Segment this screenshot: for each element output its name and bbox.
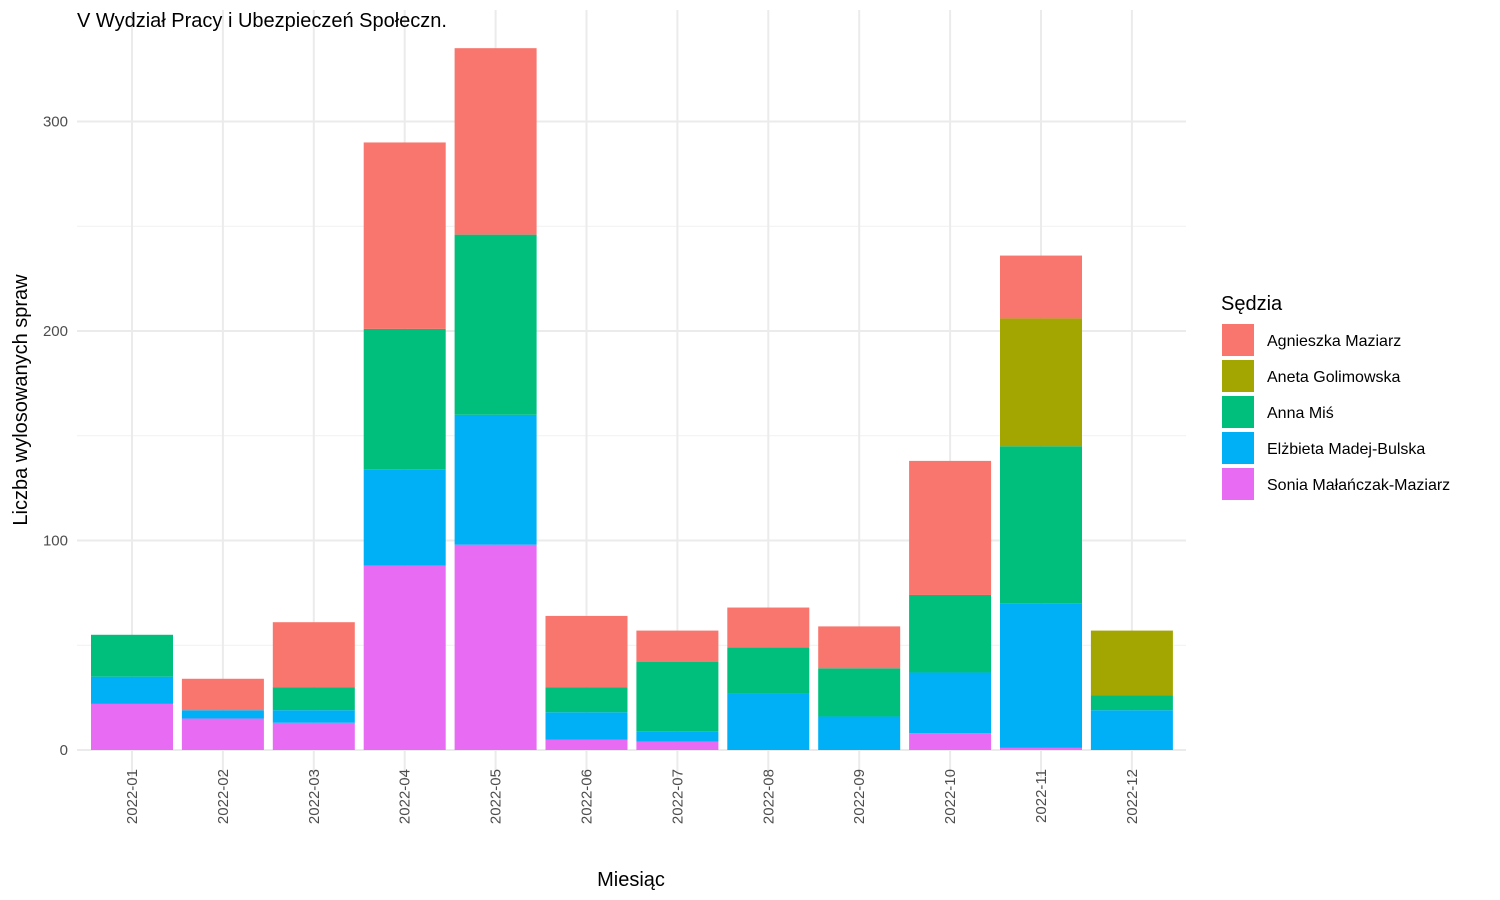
x-tick-label: 2022-09 xyxy=(851,769,868,824)
x-tick-label: 2022-06 xyxy=(579,769,596,824)
legend-label: Aneta Golimowska xyxy=(1267,369,1400,386)
y-tick-label: 100 xyxy=(43,533,68,550)
bar-segment xyxy=(1000,255,1082,319)
legend-label: Elżbieta Madej-Bulska xyxy=(1267,441,1425,458)
y-axis-ticks: 0 100 200 300 xyxy=(43,114,68,760)
bar-segment xyxy=(454,48,537,235)
bar-segment xyxy=(727,647,810,694)
bar-segment xyxy=(909,733,992,750)
bar-segment xyxy=(818,668,901,717)
bar-segment xyxy=(91,676,173,704)
bar-segment xyxy=(272,710,355,723)
bar-segment xyxy=(636,662,719,732)
bar-segment xyxy=(272,622,355,688)
bar-segment xyxy=(1090,710,1173,750)
bar-segment xyxy=(636,741,719,750)
bar-segment xyxy=(181,718,264,750)
x-tick-label: 2022-08 xyxy=(760,769,777,824)
bar-segment xyxy=(91,703,173,750)
x-tick-label: 2022-01 xyxy=(124,769,141,824)
legend-label: Agnieszka Maziarz xyxy=(1267,333,1401,350)
y-tick-label: 200 xyxy=(43,323,68,340)
chart-title: V Wydział Pracy i Ubezpieczeń Społeczn. xyxy=(77,10,447,32)
bar-segment xyxy=(1090,695,1173,711)
bar-segment xyxy=(1000,446,1082,604)
bar-segment xyxy=(91,634,173,677)
legend-swatch xyxy=(1222,432,1254,464)
x-tick-label: 2022-03 xyxy=(306,769,323,824)
bar-segment xyxy=(727,693,810,750)
legend: Sędzia Agnieszka Maziarz Aneta Golimowska… xyxy=(1221,293,1450,500)
bar-segment xyxy=(272,687,355,711)
bar-segment xyxy=(1090,630,1173,696)
bar-segment xyxy=(1000,318,1082,447)
legend-swatch xyxy=(1222,468,1254,500)
bar-segment xyxy=(272,722,355,750)
bar-segment xyxy=(454,234,537,415)
bar-segment xyxy=(909,594,992,673)
legend-swatch xyxy=(1222,360,1254,392)
x-tick-label: 2022-04 xyxy=(397,769,414,824)
bar-segment xyxy=(545,615,628,688)
bar-segment xyxy=(636,630,719,663)
bar-segment xyxy=(727,607,810,648)
x-axis-title: Miesiąc xyxy=(597,869,665,891)
bar-segment xyxy=(1000,747,1082,750)
y-axis-title: Liczba wylosowanych spraw xyxy=(10,274,32,526)
bar-segment xyxy=(909,672,992,734)
bar-segment xyxy=(363,469,446,566)
y-tick-label: 0 xyxy=(60,742,68,759)
legend-swatch xyxy=(1222,324,1254,356)
y-tick-label: 300 xyxy=(43,114,68,131)
x-tick-label: 2022-02 xyxy=(215,769,232,824)
bar-segment xyxy=(181,710,264,719)
bar-segment xyxy=(636,731,719,742)
x-axis-ticks: 2022-01 2022-02 2022-03 2022-04 2022-05 2022-… xyxy=(124,769,1141,824)
x-tick-label: 2022-07 xyxy=(669,769,686,824)
bar-segment xyxy=(363,328,446,470)
bar-segment xyxy=(454,544,537,750)
x-tick-label: 2022-05 xyxy=(488,769,505,824)
bars xyxy=(91,48,1173,750)
bar-segment xyxy=(545,687,628,713)
bar-segment xyxy=(545,712,628,740)
bar-segment xyxy=(545,739,628,750)
legend-label: Anna Miś xyxy=(1267,405,1334,422)
bar-segment xyxy=(454,414,537,545)
bar-segment xyxy=(181,678,264,711)
x-tick-label: 2022-11 xyxy=(1033,769,1050,823)
bar-segment xyxy=(363,565,446,750)
bar-segment xyxy=(818,716,901,750)
legend-title: Sędzia xyxy=(1221,293,1283,315)
bar-segment xyxy=(1000,603,1082,748)
bar-segment xyxy=(363,142,446,329)
legend-label: Sonia Małańczak-Maziarz xyxy=(1267,477,1450,494)
bar-segment xyxy=(818,626,901,669)
x-tick-label: 2022-10 xyxy=(942,769,959,824)
bar-segment xyxy=(909,460,992,595)
x-tick-label: 2022-12 xyxy=(1124,769,1141,824)
legend-swatch xyxy=(1222,396,1254,428)
